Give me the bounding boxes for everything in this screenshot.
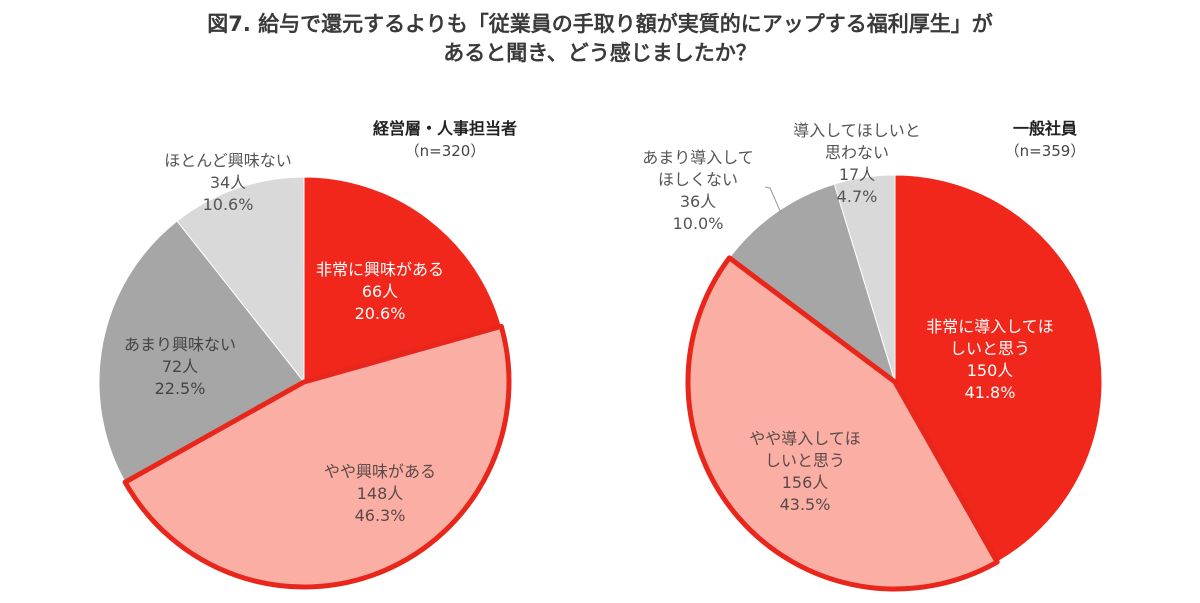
left-group-header: 経営層・人事担当者 （n=320） — [360, 118, 530, 162]
slice-label-line1: 導入してほしいと — [793, 121, 921, 140]
leader-line — [764, 186, 782, 214]
slice-label-line1: あまり導入して — [642, 148, 754, 167]
slice-label-line1: やや導入してほ — [749, 429, 861, 448]
chart-title-line2: あると聞き、どう感じましたか？ — [443, 41, 757, 65]
left-slice-label-not-very-interested: あまり興味ない 72人 22.5% — [110, 334, 250, 400]
pie-slice-dont-want — [833, 174, 896, 383]
slice-percent: 43.5% — [779, 495, 831, 514]
slice-count: 36人 — [679, 192, 717, 211]
chart-title-line1: 図7. 給与で還元するよりも「従業員の手取り額が実質的にアップする福利厚生」が — [207, 12, 993, 36]
pie-slice-hardly-interested — [176, 176, 305, 384]
slice-label-text: 非常に興味がある — [315, 260, 444, 279]
right-slice-label-dont-want: 導入してほしいと 思わない 17人 4.7% — [782, 120, 932, 208]
pie-slice-highlight-somewhat-want — [685, 255, 1000, 592]
slice-count: 34人 — [209, 173, 247, 192]
pie-slice-strongly-want — [894, 174, 1103, 563]
left-slice-label-somewhat-interested: やや興味がある 148人 46.3% — [300, 461, 460, 527]
right-slice-label-not-really-want: あまり導入して ほしくない 36人 10.0% — [628, 147, 768, 235]
slice-label-line2: ほしくない — [657, 170, 738, 189]
left-slice-label-very-interested: 非常に興味がある 66人 20.6% — [300, 259, 460, 325]
slice-label-line2: しいと思う — [764, 451, 845, 470]
slice-percent: 10.6% — [202, 195, 254, 214]
slice-count: 156人 — [781, 473, 829, 492]
right-group-header: 一般社員 （n=359） — [985, 118, 1105, 162]
slice-count: 17人 — [838, 165, 876, 184]
right-slice-label-strongly-want: 非常に導入してほ しいと思う 150人 41.8% — [915, 316, 1065, 404]
pie-slice-not-really-want — [728, 183, 896, 384]
slice-percent: 4.7% — [836, 187, 878, 206]
slice-label-line2: しいと思う — [949, 339, 1030, 358]
left-slice-label-hardly-interested: ほとんど興味ない 34人 10.6% — [148, 150, 308, 216]
pie-slice-highlight-somewhat-interested — [122, 323, 512, 590]
right-slice-label-somewhat-want: やや導入してほ しいと思う 156人 43.5% — [735, 428, 875, 516]
slice-count: 150人 — [966, 361, 1014, 380]
pie-slice-very-interested — [303, 176, 502, 383]
slice-label-text: やや興味がある — [323, 462, 436, 481]
slice-percent: 10.0% — [672, 214, 724, 233]
left-group-name: 経営層・人事担当者 — [372, 119, 517, 138]
slice-count: 72人 — [161, 357, 199, 376]
right-group-n: （n=359） — [1004, 142, 1086, 160]
slice-label-line1: 非常に導入してほ — [926, 317, 1054, 336]
slice-count: 148人 — [356, 484, 404, 503]
slice-percent: 20.6% — [354, 304, 406, 323]
slice-label-text: あまり興味ない — [123, 335, 236, 354]
left-group-n: （n=320） — [404, 142, 486, 160]
slice-label-line2: 思わない — [824, 143, 889, 162]
slice-percent: 41.8% — [964, 383, 1016, 402]
slice-percent: 46.3% — [354, 506, 406, 525]
pie-slice-not-very-interested — [98, 220, 305, 483]
slice-label-text: ほとんど興味ない — [164, 151, 292, 170]
slice-count: 66人 — [361, 282, 399, 301]
right-group-name: 一般社員 — [1012, 119, 1077, 138]
slice-percent: 22.5% — [154, 379, 206, 398]
